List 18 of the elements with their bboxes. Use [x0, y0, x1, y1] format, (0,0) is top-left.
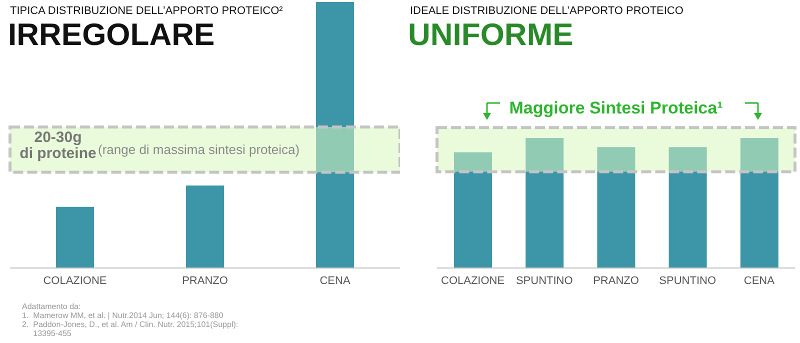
text: Adattamento da: [22, 302, 81, 311]
x-tick-label: SPUNTINO [516, 274, 574, 287]
x-tick-label: PRANZO [593, 274, 640, 287]
text: IRREGOLARE [8, 17, 215, 53]
text: 2. Paddon-Jones, D., et al. Am / Clin. Nutr. 2015;101(Suppl): 13395-455 [22, 320, 238, 338]
x-tick-label: CENA [320, 274, 351, 287]
band-label: Maggiore Sintesi Proteica¹ [509, 98, 724, 118]
annotation: 20-30g di proteine [18, 129, 98, 162]
x-tick-label: SPUNTINO [659, 274, 716, 287]
x-tick-label: PRANZO [182, 274, 228, 287]
text: 1. Mamerow MM, et al. | Nutr.2014 Jun; 144(6): 876-880 [22, 311, 224, 320]
chart-title: UNIFORME [408, 17, 574, 53]
band-label: (range di massima sintesi proteica) [98, 142, 300, 158]
chart-subtitle: IDEALE DISTRIBUZIONE DELL’APPORTO PROTEICO [410, 5, 684, 17]
chart-subtitle: TIPICA DISTRIBUZIONE DELL’APPORTO PROTEICO² [10, 5, 283, 17]
x-tick-label: CENA [744, 274, 776, 287]
x-tick-label: COLAZIONE [43, 274, 107, 287]
x-tick-label: COLAZIONE [441, 274, 505, 287]
